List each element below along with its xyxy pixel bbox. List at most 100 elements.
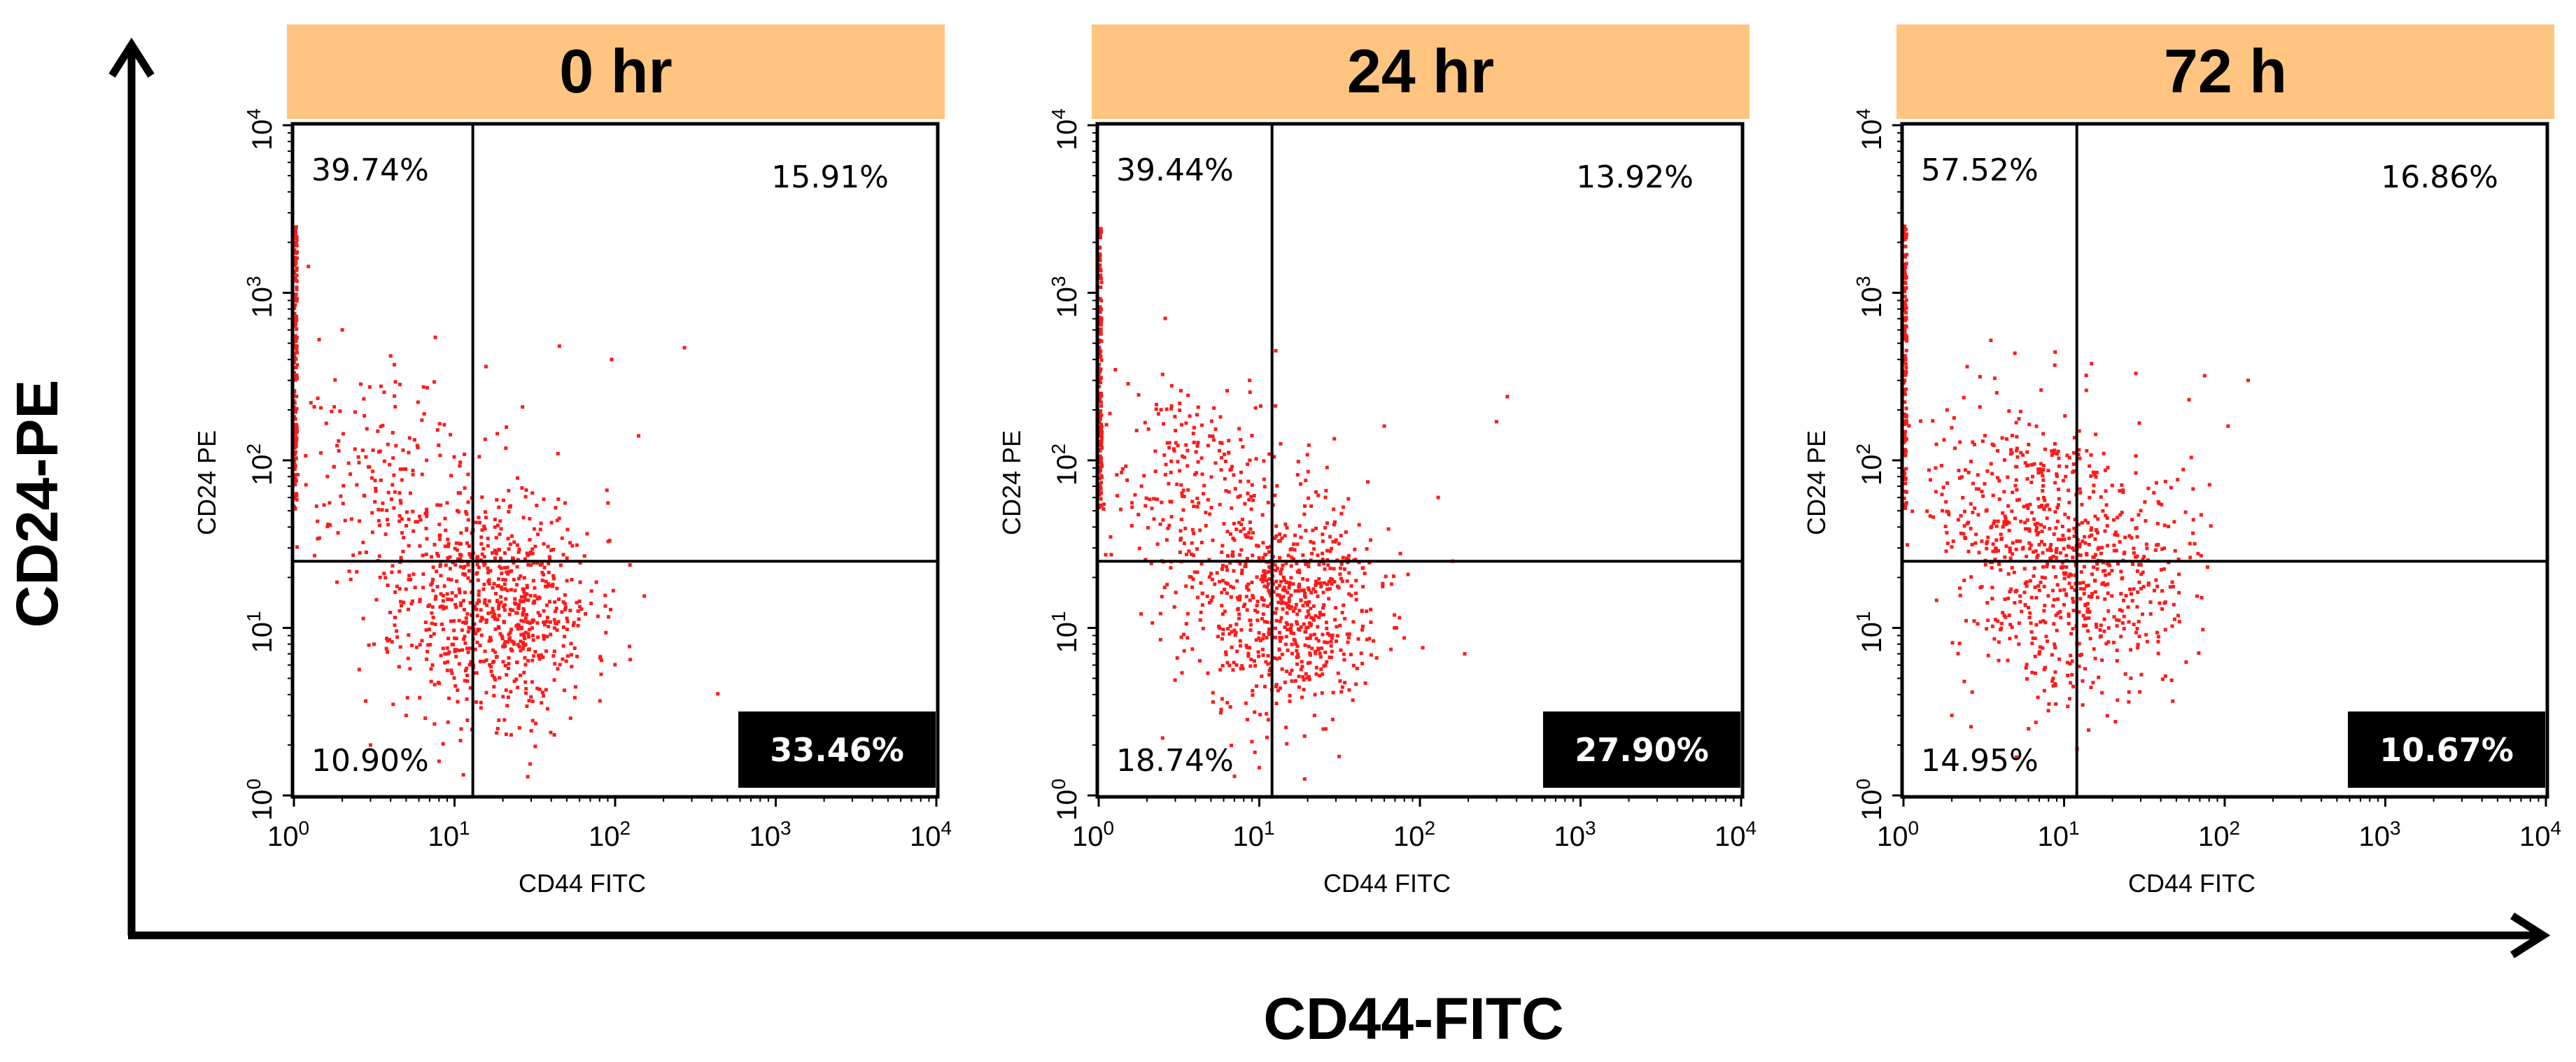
event-dot — [533, 544, 537, 548]
event-dot — [565, 616, 569, 621]
event-dot — [1292, 542, 1295, 546]
event-dot — [1947, 512, 1951, 516]
event-dot — [1192, 553, 1196, 558]
event-dot — [458, 565, 463, 569]
event-dot — [2065, 453, 2069, 458]
event-dot — [2115, 649, 2119, 653]
event-dot — [332, 465, 336, 469]
event-dot — [2064, 592, 2068, 596]
event-dot — [1287, 586, 1291, 590]
event-dot — [1314, 583, 1318, 587]
event-dot — [364, 699, 367, 703]
event-dot — [475, 562, 479, 567]
event-dot — [2082, 565, 2086, 569]
event-dot — [461, 773, 465, 777]
event-dot — [1990, 624, 1994, 628]
event-dot — [1346, 497, 1351, 501]
event-dot — [452, 628, 456, 632]
quadrant-lower-left-label: 10.90% — [311, 743, 429, 779]
event-dot — [2085, 552, 2089, 555]
event-dot — [2019, 451, 2023, 455]
event-dot — [456, 510, 460, 514]
event-dot — [1969, 502, 1973, 506]
event-dot — [1227, 663, 1232, 667]
event-dot — [1289, 631, 1293, 635]
event-dot — [1945, 408, 1949, 412]
event-dot — [390, 564, 395, 568]
event-dot — [1974, 487, 1978, 491]
event-dot — [295, 266, 299, 270]
event-dot — [459, 727, 463, 731]
event-dot — [1903, 303, 1908, 307]
event-dot — [1258, 712, 1262, 716]
event-dot — [1959, 531, 1963, 535]
event-dot — [521, 642, 526, 646]
event-dot — [1958, 586, 1962, 590]
event-dot — [2029, 462, 2034, 467]
event-dot — [1224, 650, 1228, 654]
event-dot — [519, 649, 523, 653]
event-dot — [378, 575, 382, 579]
event-dot — [1099, 376, 1103, 381]
event-dot — [642, 594, 647, 598]
x-axis-ticks: 100 101 102 103 104 — [267, 795, 952, 852]
event-dot — [505, 425, 509, 429]
event-dot — [1097, 257, 1102, 262]
event-dot — [492, 581, 496, 586]
event-dot — [1959, 475, 1964, 479]
event-dot — [1239, 667, 1243, 671]
event-dot — [1972, 619, 1976, 623]
panel-72h: 72 h 57.52% 16.86% 14.95% 10.67% 100 101 1… — [1802, 24, 2561, 898]
event-dot — [1188, 414, 1192, 418]
event-dot — [551, 548, 555, 551]
x-axis-ticks: 100 101 102 103 104 — [1072, 795, 1757, 852]
event-dot — [2141, 558, 2145, 562]
event-dot — [425, 657, 429, 661]
event-dot — [1398, 616, 1402, 620]
event-dot — [295, 327, 299, 331]
event-dot — [2029, 621, 2033, 625]
event-dot — [2157, 502, 2161, 506]
event-dot — [1905, 437, 1908, 441]
event-dot — [295, 406, 299, 411]
event-dot — [1996, 448, 1999, 453]
event-dot — [1223, 588, 1227, 591]
event-dot — [453, 684, 458, 688]
event-dot — [1227, 632, 1232, 636]
event-dot — [1903, 271, 1907, 275]
event-dot — [2053, 646, 2057, 650]
event-dot — [1902, 230, 1906, 234]
event-dot — [1232, 538, 1237, 542]
event-dot — [449, 578, 453, 582]
event-dot — [523, 495, 528, 499]
event-dot — [2012, 570, 2016, 574]
event-dot — [418, 600, 422, 604]
event-dot — [498, 565, 502, 569]
event-dot — [2023, 521, 2027, 525]
event-dot — [1945, 509, 1949, 514]
event-dot — [1262, 633, 1266, 637]
event-dot — [2156, 639, 2160, 644]
event-dot — [2053, 448, 2057, 453]
event-dot — [1381, 581, 1385, 586]
event-dot — [293, 452, 297, 456]
event-dot — [2062, 588, 2067, 592]
event-dot — [489, 670, 493, 674]
event-dot — [1963, 509, 1966, 514]
event-dot — [1931, 515, 1935, 519]
event-dot — [2131, 562, 2135, 566]
event-dot — [2042, 688, 2046, 693]
event-dot — [1274, 618, 1279, 623]
event-dot — [565, 556, 569, 560]
event-dot — [504, 597, 508, 601]
event-dot — [563, 501, 567, 505]
event-dot — [411, 469, 415, 472]
event-dot — [401, 549, 405, 553]
event-dot — [561, 600, 565, 604]
event-dot — [454, 654, 458, 658]
event-dot — [1199, 581, 1203, 585]
event-dot — [397, 569, 402, 574]
event-dot — [2139, 562, 2143, 567]
event-dot — [1099, 430, 1103, 434]
event-dot — [1904, 348, 1908, 353]
